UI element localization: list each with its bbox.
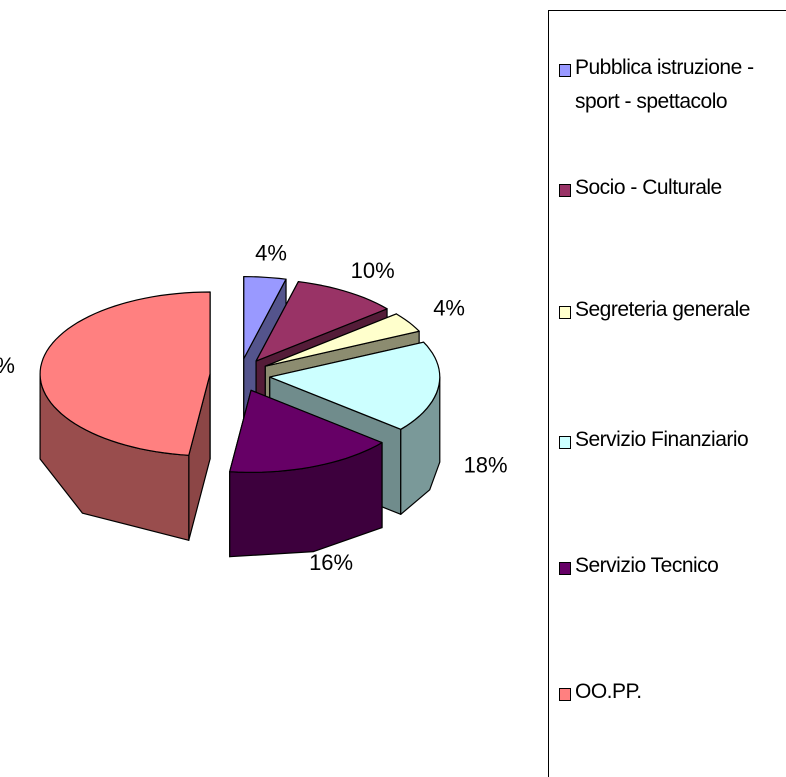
legend-entry: Segreteria generale [559,293,774,327]
slice-top [39,291,211,456]
slice [229,389,383,558]
legend-entry: OO.PP. [559,675,774,709]
data-label: 10% [351,258,395,283]
data-label: 16% [309,550,353,575]
slice-top [264,313,420,367]
legend-label: Servizio Tecnico [575,554,719,577]
slice-top [229,389,383,473]
legend-label: Servizio Finanziario [575,428,749,451]
data-label: 18% [464,453,508,478]
legend-entry: Socio - Culturale [559,171,774,205]
slice-top [269,341,441,430]
pie-chart: 4% 10% 4% 18% 16% 48% [0,240,508,575]
data-label: 4% [255,240,287,265]
data-label: 4% [433,296,465,321]
legend-label: Segreteria generale [575,298,750,321]
legend-label: Socio - Culturale [575,176,722,199]
legend-entry: Servizio Tecnico [559,549,774,583]
legend-swatch [559,562,571,575]
legend-swatch [559,436,571,449]
legend: Pubblica istruzione - sport - spettacolo… [548,10,786,777]
legend-entry: Servizio Finanziario [559,423,774,457]
legend-swatch [559,306,571,319]
data-label: 48% [0,353,15,378]
legend-label: Pubblica istruzione - sport - spettacolo [575,56,754,113]
slice-top [255,281,388,362]
legend-entry: Pubblica istruzione - sport - spettacolo [559,51,774,119]
legend-swatch [559,64,571,77]
legend-swatch [559,688,571,701]
slice [39,291,211,541]
slice-top [243,276,287,360]
legend-swatch [559,184,571,197]
legend-label: OO.PP. [575,680,642,703]
